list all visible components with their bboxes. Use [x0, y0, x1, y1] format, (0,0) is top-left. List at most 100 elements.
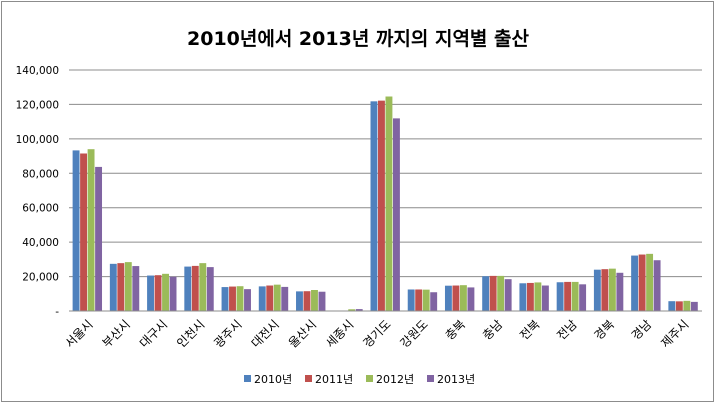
- bar: [459, 285, 467, 311]
- x-tick-label: 전남: [554, 317, 580, 343]
- bar: [169, 276, 177, 311]
- bar: [444, 285, 452, 311]
- bar: [296, 291, 303, 311]
- x-tick-label: 대구시: [137, 317, 170, 350]
- bar: [236, 286, 244, 311]
- bar: [541, 285, 549, 311]
- x-tick-label: 대전시: [249, 317, 282, 350]
- bar: [668, 301, 676, 311]
- bar: [95, 166, 103, 311]
- bar: [646, 253, 654, 311]
- bar: [206, 267, 214, 311]
- bar: [184, 266, 192, 311]
- y-tick-label: -: [55, 306, 59, 318]
- legend-swatch: [427, 375, 434, 382]
- bar: [415, 289, 423, 311]
- bar: [199, 263, 207, 311]
- bar: [311, 289, 318, 311]
- bar: [690, 301, 698, 311]
- bar: [266, 285, 274, 311]
- bar: [579, 284, 587, 311]
- bar: [452, 285, 460, 311]
- bar: [519, 283, 527, 311]
- bar: [683, 300, 691, 311]
- bar: [303, 291, 311, 311]
- bar: [191, 265, 199, 311]
- bar: [162, 273, 169, 311]
- x-tick-label: 강원도: [398, 317, 431, 350]
- bar: [497, 275, 505, 311]
- bar: [229, 286, 236, 311]
- legend-entry: 2011년: [315, 373, 353, 386]
- bar: [132, 266, 140, 311]
- legend: 2010년 2011년 2012년 2013년: [244, 373, 475, 386]
- bar: [504, 279, 512, 311]
- x-tick-label: 제주시: [658, 317, 691, 350]
- bar: [601, 269, 609, 311]
- y-tick-label: 40,000: [22, 237, 59, 249]
- bar: [616, 272, 624, 311]
- bar: [489, 275, 497, 311]
- bar: [534, 282, 542, 311]
- bar: [675, 301, 683, 311]
- y-tick-label: 120,000: [16, 99, 59, 111]
- y-tick-label: 20,000: [22, 272, 59, 284]
- bar: [244, 289, 251, 311]
- bar: [593, 269, 601, 311]
- legend-entry: 2012년: [376, 373, 414, 386]
- x-axis-category-labels: 서울시 부산시 대구시 인천시 광주시 대전시 울산시 세종시 경기도 강원도 충북 충남 전북 전남 경북…: [62, 317, 691, 351]
- chart-title: 2010년에서 2013년 까지의 지역별 출산: [187, 28, 530, 50]
- x-tick-label: 부산시: [100, 317, 133, 350]
- bar: [318, 291, 326, 311]
- bar: [281, 286, 289, 311]
- bar: [430, 292, 438, 311]
- x-tick-label: 충북: [443, 317, 469, 343]
- legend-swatch: [305, 375, 312, 382]
- bar: [87, 149, 95, 311]
- bar: [608, 268, 616, 311]
- bar: [221, 287, 229, 311]
- bar: [467, 287, 475, 311]
- y-tick-label: 140,000: [16, 65, 59, 77]
- x-tick-label: 충남: [480, 317, 506, 343]
- legend-swatch: [366, 375, 373, 382]
- legend-entry: 2013년: [437, 373, 475, 386]
- x-tick-label: 전북: [517, 317, 543, 343]
- bar: [273, 284, 281, 311]
- y-tick-label: 100,000: [16, 134, 59, 146]
- bar: [556, 282, 564, 311]
- bar: [422, 289, 430, 311]
- bar: [124, 262, 132, 311]
- y-tick-label: 60,000: [22, 203, 59, 215]
- bar: [258, 286, 266, 311]
- x-tick-label: 경북: [592, 317, 618, 343]
- legend-swatch: [244, 375, 251, 382]
- bar: [564, 281, 572, 311]
- bar: [154, 275, 162, 311]
- bar: [482, 276, 490, 311]
- bar: [147, 275, 154, 311]
- x-tick-label: 울산시: [286, 317, 319, 350]
- y-axis-tick-labels: - 20,000 40,000 60,000 80,000 100,000 120,000 1…: [16, 65, 60, 318]
- bar: [393, 118, 400, 311]
- bar: [370, 101, 378, 311]
- x-tick-label: 세종시: [323, 317, 356, 350]
- bar: [631, 255, 639, 311]
- bar: [355, 309, 363, 311]
- x-tick-label: 인천시: [173, 317, 207, 351]
- bar: [80, 153, 88, 311]
- x-tick-label: 서울시: [62, 317, 95, 350]
- bar: [407, 289, 415, 311]
- bar: [653, 260, 661, 311]
- bar: [526, 282, 534, 311]
- bar: [571, 281, 579, 311]
- bar: [385, 96, 393, 311]
- x-tick-label: 경남: [629, 317, 655, 343]
- bar: [378, 100, 385, 312]
- x-tick-label: 광주시: [211, 317, 244, 350]
- bar: [348, 309, 356, 311]
- bar: [638, 254, 646, 311]
- bar: [109, 263, 117, 311]
